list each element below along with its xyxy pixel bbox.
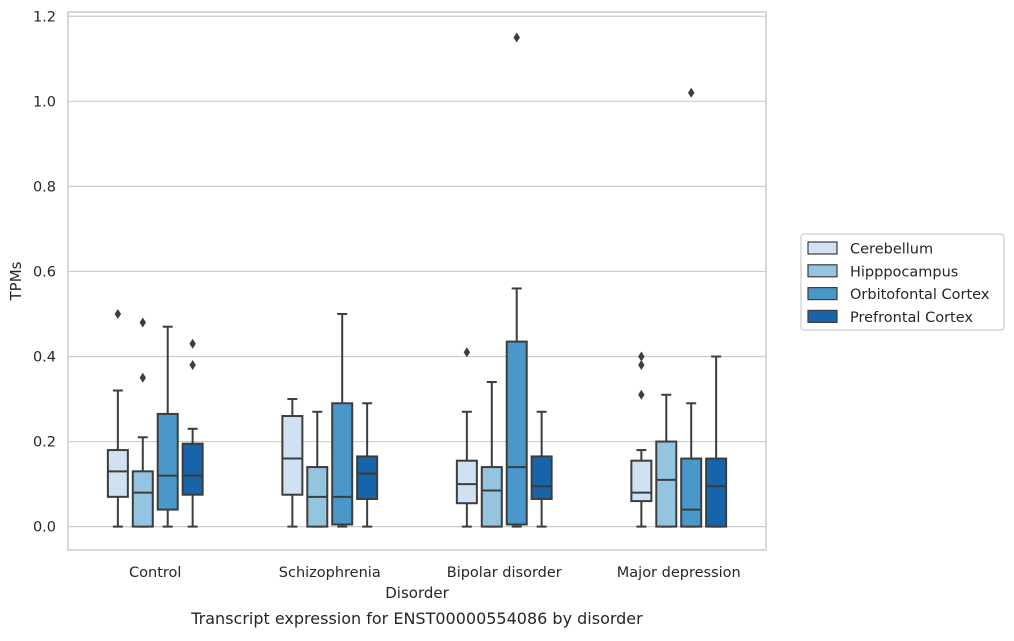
box-iqr: [455, 459, 478, 505]
legend-label: Orbitofontal Cortex: [850, 287, 990, 303]
outlier-point: [688, 87, 695, 98]
box-iqr: [181, 442, 204, 496]
legend-label: Hipppocampus: [850, 264, 958, 280]
y-tick-label: 1.0: [33, 94, 56, 110]
box-iqr: [156, 412, 179, 511]
box-cerebellum: [455, 347, 478, 528]
legend-swatch: [807, 264, 838, 278]
box-iqr: [630, 459, 653, 503]
box-prefrontal-cortex: [530, 410, 553, 528]
box-hipppocampus: [306, 410, 329, 528]
box-iqr: [705, 457, 728, 528]
box-prefrontal-cortex: [356, 402, 379, 528]
y-tick-label: 0.8: [33, 179, 56, 195]
box-hipppocampus: [480, 381, 503, 528]
outlier-point: [638, 359, 645, 370]
box-iqr: [655, 440, 678, 528]
outlier-point: [638, 351, 645, 362]
x-tick-label: Control: [129, 565, 181, 581]
outlier-point: [189, 338, 196, 349]
legend-label: Prefrontal Cortex: [850, 310, 973, 326]
box-cerebellum: [281, 398, 304, 528]
x-tick-label: Major depression: [617, 565, 741, 581]
legend-swatch: [807, 287, 838, 301]
box-iqr: [131, 470, 154, 528]
box-prefrontal-cortex: [705, 355, 728, 528]
legend-frame: [800, 233, 1005, 331]
outlier-point: [114, 308, 122, 319]
box-plot-area: [106, 32, 728, 528]
chart-caption: Transcript expression for ENST0000055408…: [190, 609, 643, 628]
box-orbitofontal-cortex: [331, 312, 354, 528]
box-hipppocampus: [655, 393, 678, 528]
outlier-point: [513, 32, 520, 43]
y-tick-label: 0.6: [33, 264, 56, 280]
box-cerebellum: [106, 308, 129, 528]
legend-swatch: [807, 241, 838, 255]
outlier-point: [139, 372, 146, 383]
box-iqr: [331, 402, 354, 526]
box-iqr: [106, 449, 129, 498]
y-tick-label: 0.2: [33, 435, 56, 451]
box-iqr: [530, 455, 553, 500]
legend-label: Cerebellum: [850, 242, 933, 258]
y-tick-labels: 0.0 0.2 0.4 0.6 0.8 1.0 1.2: [33, 9, 56, 535]
gridlines: [68, 15, 766, 528]
plot-frame: [67, 11, 767, 551]
box-orbitofontal-cortex: [156, 325, 179, 528]
box-orbitofontal-cortex: [680, 87, 703, 528]
x-tick-labels: Control Schizophrenia Bipolar disorder Majo…: [129, 565, 741, 581]
box-iqr: [505, 340, 528, 526]
y-tick-label: 0.4: [33, 349, 56, 365]
box-cerebellum: [630, 351, 653, 528]
outlier-point: [638, 389, 645, 400]
y-axis-label: TPMs: [7, 261, 25, 301]
outlier-point: [463, 347, 471, 358]
legend: Cerebellum Hipppocampus Orbitofontal Corte…: [800, 233, 1005, 331]
x-tick-label: Bipolar disorder: [447, 565, 562, 581]
box-prefrontal-cortex: [181, 338, 204, 528]
box-iqr: [480, 466, 503, 528]
box-iqr: [680, 457, 703, 528]
y-tick-label: 0.0: [33, 520, 56, 536]
outlier-point: [139, 317, 146, 328]
box-iqr: [356, 455, 379, 500]
y-tick-label: 1.2: [33, 9, 56, 25]
box-orbitofontal-cortex: [505, 32, 528, 528]
legend-swatch: [807, 309, 838, 323]
outlier-point: [189, 359, 196, 370]
box-iqr: [281, 415, 304, 496]
box-hipppocampus: [131, 317, 154, 528]
x-tick-label: Schizophrenia: [279, 565, 381, 581]
x-axis-label: Disorder: [385, 584, 449, 602]
